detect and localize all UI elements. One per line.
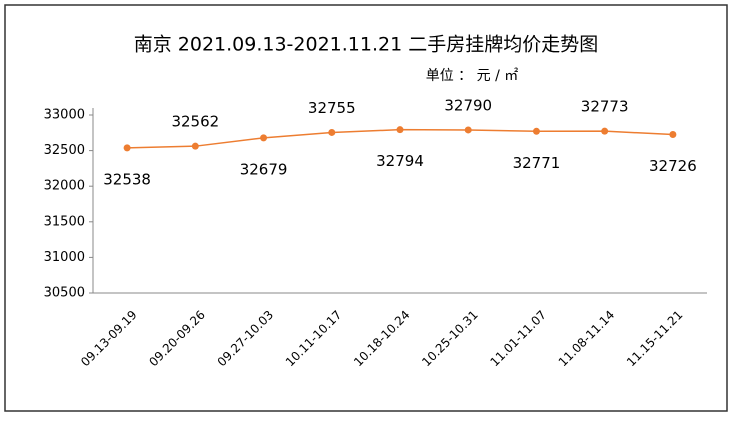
data-label: 32726 (649, 157, 697, 175)
y-tick-label: 32000 (44, 179, 85, 194)
data-label: 32773 (581, 98, 629, 116)
data-label: 32790 (444, 96, 492, 114)
point (669, 131, 677, 139)
frame (4, 4, 728, 412)
data-label: 32771 (513, 154, 561, 172)
data-label: 32538 (103, 170, 151, 188)
chart-title: 南京 2021.09.13-2021.11.21 二手房挂牌均价走势图 (134, 34, 599, 56)
point (396, 126, 404, 134)
point (260, 134, 268, 142)
data-label: 32755 (308, 99, 356, 117)
unit-label: 单位 ： 元 / ㎡ (426, 68, 519, 84)
point (532, 127, 540, 135)
point (328, 128, 336, 136)
point (601, 127, 609, 135)
point (191, 142, 199, 150)
y-tick-label: 33000 (44, 108, 85, 123)
data-label: 32679 (240, 160, 288, 178)
y-tick-label: 32500 (44, 143, 85, 158)
data-label: 32794 (376, 152, 424, 170)
point (123, 144, 131, 152)
point (464, 126, 472, 134)
y-tick-label: 31000 (44, 250, 85, 265)
data-label: 32562 (171, 113, 219, 131)
y-tick-label: 30500 (44, 286, 85, 301)
y-tick-label: 31500 (44, 214, 85, 229)
